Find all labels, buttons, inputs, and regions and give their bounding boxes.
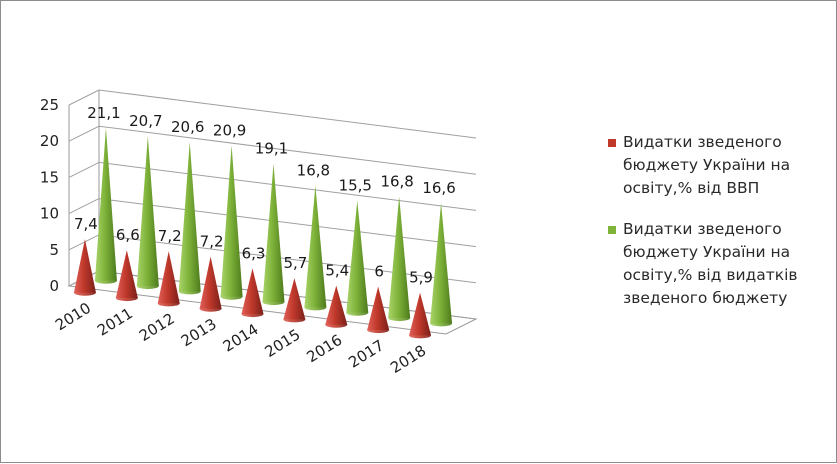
cone-red-2013 — [199, 256, 222, 312]
data-label-red: 7,2 — [200, 233, 224, 251]
legend: Видатки зведеного бюджету України на осв… — [605, 131, 835, 328]
y-tick-label: 15 — [40, 168, 59, 186]
gridline-side — [68, 198, 100, 215]
legend-item-budget: Видатки зведеного бюджету України на осв… — [605, 218, 835, 310]
x-tick-label: 2016 — [303, 331, 345, 367]
y-tick-label: 5 — [49, 241, 59, 259]
data-label-red: 6,6 — [116, 226, 140, 244]
data-label-red: 7,4 — [74, 215, 98, 233]
x-tick-label: 2011 — [94, 304, 136, 340]
x-tick-label: 2018 — [387, 341, 429, 377]
y-tick-label: 20 — [40, 132, 59, 150]
cone-red-2018 — [409, 292, 432, 339]
cone-body — [283, 278, 306, 320]
x-tick-label: 2012 — [136, 309, 178, 345]
cone-body — [178, 142, 201, 292]
data-label-green: 20,7 — [129, 112, 162, 130]
data-label-layer: 21,1 7,4 20,7 6,6 20,6 7,2 20,9 7,2 19,1 6,3 16,8 5… — [74, 104, 456, 287]
cone-red-2010 — [73, 239, 96, 296]
cone-body — [409, 292, 432, 336]
data-label-red: 6,3 — [242, 244, 266, 262]
data-label-green: 21,1 — [87, 104, 120, 122]
cone-body — [199, 256, 222, 309]
y-tick-label: 0 — [49, 277, 59, 295]
cone-green-2017 — [388, 196, 411, 322]
cone-red-2012 — [157, 251, 180, 307]
cone-green-2013 — [220, 145, 243, 300]
cone-green-2011 — [136, 136, 159, 290]
cone-red-2017 — [367, 286, 390, 334]
data-label-green: 19,1 — [255, 140, 288, 158]
data-label-green: 20,6 — [171, 118, 204, 136]
data-label-red: 6 — [374, 263, 384, 281]
cone-body — [157, 251, 180, 304]
gridline-back — [98, 89, 477, 139]
cone-green-2014 — [262, 163, 285, 306]
data-label-green: 15,5 — [339, 176, 372, 194]
data-label-green: 16,8 — [380, 172, 413, 190]
cone-red-2016 — [325, 285, 348, 328]
x-tick-label: 2010 — [52, 299, 94, 335]
y-tick-label: 25 — [40, 96, 59, 114]
cone-green-2015 — [304, 185, 327, 311]
cone-body — [241, 268, 264, 314]
gridline-back — [98, 234, 477, 284]
legend-swatch-red — [608, 139, 616, 147]
cone-body — [388, 196, 411, 318]
data-label-red: 7,2 — [158, 227, 182, 245]
cone-red-2014 — [241, 268, 264, 318]
data-label-green: 20,9 — [213, 121, 246, 139]
cone-body — [94, 127, 117, 281]
cone-green-2018 — [430, 203, 453, 327]
cone-body — [430, 203, 453, 324]
cone-body — [325, 285, 348, 325]
gridline-back — [98, 198, 477, 248]
cone-body — [367, 286, 390, 330]
gridline-back — [98, 161, 477, 211]
gridline-back — [98, 125, 477, 175]
data-label-red: 5,9 — [409, 269, 433, 287]
x-tick-label: 2017 — [345, 336, 387, 372]
cone-green-2010 — [94, 127, 117, 284]
gridline-back — [98, 270, 477, 320]
legend-item-gdp: Видатки зведеного бюджету України на осв… — [605, 131, 835, 200]
y-tick-layer: 0 5 10 15 20 25 — [40, 96, 59, 295]
gridline-side — [68, 234, 100, 251]
cone-red-2015 — [283, 278, 306, 323]
cone-layer — [73, 127, 453, 339]
legend-swatch-green — [608, 226, 616, 234]
cone-green-2012 — [178, 142, 201, 295]
data-label-red: 5,4 — [325, 262, 349, 280]
x-tick-label: 2013 — [178, 315, 220, 351]
data-label-green: 16,6 — [422, 179, 455, 197]
cone-red-2011 — [115, 250, 138, 302]
gridline-side — [68, 89, 100, 106]
cone-body — [346, 200, 369, 313]
data-label-green: 16,8 — [297, 162, 330, 180]
cone-green-2016 — [346, 200, 369, 316]
x-tick-label: 2015 — [262, 325, 304, 361]
cone-body — [304, 185, 327, 308]
gridline-side — [68, 125, 100, 142]
cone-body — [73, 239, 96, 293]
gridline-side — [68, 161, 100, 178]
legend-label-budget: Видатки зведеного бюджету України на осв… — [623, 220, 798, 307]
cone-body — [262, 163, 285, 302]
cone-body — [220, 145, 243, 297]
legend-label-gdp: Видатки зведеного бюджету України на осв… — [623, 133, 791, 197]
grid-layer — [67, 89, 478, 335]
cone-body — [136, 136, 159, 286]
data-label-red: 5,7 — [283, 254, 307, 272]
x-tick-label: 2014 — [220, 320, 262, 356]
cone-body — [115, 250, 138, 298]
y-tick-label: 10 — [40, 205, 59, 223]
